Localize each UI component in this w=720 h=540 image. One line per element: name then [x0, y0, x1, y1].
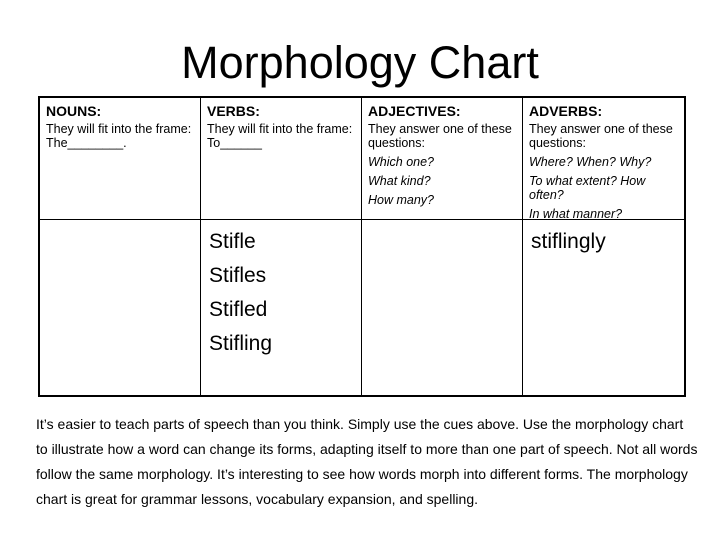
example-word: stiflingly: [531, 230, 606, 253]
column-header-adjectives: ADJECTIVES:: [368, 103, 461, 119]
column-description-verbs: They will fit into the frame: To______: [207, 122, 355, 150]
paragraph-line: follow the same morphology. It’s interes…: [36, 466, 688, 482]
slide-title: Morphology Chart: [181, 37, 539, 88]
column-description-nouns: They will fit into the frame: The_______…: [46, 122, 194, 150]
column-description-adverbs: They answer one of these questions:: [529, 122, 678, 150]
example-cell-adjectives: [362, 220, 523, 395]
header-cell-adjectives: ADJECTIVES: They answer one of these que…: [362, 98, 523, 220]
description-line: They answer one of these questions:: [368, 122, 512, 150]
description-line: They will fit into the frame:: [207, 122, 353, 136]
explanation-paragraph: It’s easier to teach parts of speech tha…: [36, 412, 698, 512]
question-line: In what manner?: [529, 207, 623, 220]
example-cell-verbs: Stifle Stifles Stifled Stifling: [201, 220, 362, 395]
column-header-adverbs: ADVERBS:: [529, 103, 603, 119]
header-cell-verbs: VERBS: They will fit into the frame: To_…: [201, 98, 362, 220]
question-line: How many?: [368, 193, 434, 207]
column-header-verbs: VERBS:: [207, 103, 260, 119]
description-line: They answer one of these questions:: [529, 122, 673, 150]
question-line: To what extent? How often?: [529, 174, 646, 202]
example-word: Stifle: [209, 230, 256, 253]
morphology-table: NOUNS: They will fit into the frame: The…: [38, 96, 686, 397]
question-line: Which one?: [368, 155, 435, 169]
example-word: Stifles: [209, 264, 267, 287]
example-word: Stifled: [209, 298, 268, 321]
paragraph-line: to illustrate how a word can change its …: [36, 441, 698, 457]
description-line: To______: [207, 136, 262, 150]
question-line: Where? When? Why?: [529, 155, 652, 169]
example-word: Stifling: [209, 332, 273, 355]
paragraph-line: It’s easier to teach parts of speech tha…: [36, 416, 684, 432]
question-line: What kind?: [368, 174, 431, 188]
column-header-nouns: NOUNS:: [46, 103, 102, 119]
example-cell-nouns: [40, 220, 201, 395]
paragraph-line: chart is great for grammar lessons, voca…: [36, 491, 478, 507]
description-line: The________.: [46, 136, 127, 150]
description-line: They will fit into the frame:: [46, 122, 192, 136]
column-description-adjectives: They answer one of these questions:: [368, 122, 516, 150]
example-cell-adverbs: stiflingly: [523, 220, 684, 395]
header-cell-adverbs: ADVERBS: They answer one of these questi…: [523, 98, 684, 220]
header-cell-nouns: NOUNS: They will fit into the frame: The…: [40, 98, 201, 220]
